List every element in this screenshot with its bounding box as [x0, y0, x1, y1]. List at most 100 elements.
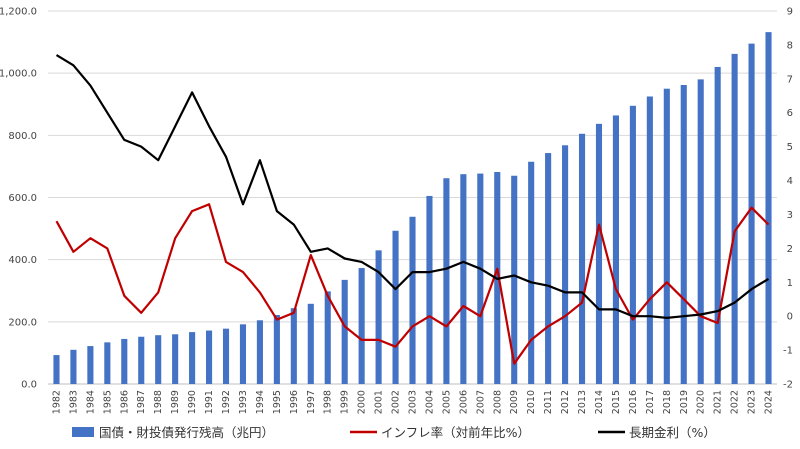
x-tick-label: 1984	[85, 390, 96, 414]
legend-label-long-term-rate: 長期金利（%）	[629, 425, 716, 440]
right-tick-label: -1	[783, 346, 793, 357]
x-tick-label: 2014	[594, 390, 605, 414]
bar	[155, 335, 162, 384]
bar	[646, 96, 653, 385]
legend-label-inflation: インフレ率（対前年比%）	[381, 425, 530, 440]
x-tick-label: 1999	[340, 390, 351, 414]
left-tick-label: 1,000.0	[0, 69, 37, 80]
right-tick-label: 4	[787, 176, 793, 187]
right-tick-label: 9	[787, 7, 793, 18]
x-tick-label: 2022	[730, 390, 741, 414]
bar	[307, 303, 314, 384]
right-tick-label: 2	[787, 244, 793, 255]
left-axis-ticks: 0.0 200.0 400.0 600.0 800.0 1,000.0 1,200.0	[0, 7, 37, 391]
right-tick-label: 5	[787, 142, 793, 153]
bar	[765, 32, 772, 385]
x-tick-label: 2009	[509, 390, 520, 414]
x-tick-label: 2013	[577, 390, 588, 414]
bar	[239, 324, 247, 384]
bar	[53, 355, 60, 384]
x-tick-label: 1991	[204, 390, 215, 414]
bar	[612, 115, 619, 384]
bar	[680, 84, 687, 384]
bar	[138, 336, 145, 384]
right-tick-label: 3	[787, 210, 793, 221]
bar	[545, 153, 552, 384]
x-tick-label: 2019	[679, 390, 690, 414]
right-axis-ticks: -2 -1 0 1 2 3 4 5 6 7 8 9	[783, 7, 793, 391]
bar	[87, 346, 94, 384]
line-series	[55, 54, 770, 365]
x-tick-label: 2015	[611, 390, 622, 414]
x-tick-label: 2021	[713, 390, 724, 414]
bar	[409, 216, 416, 384]
x-tick-label: 2005	[441, 390, 452, 414]
bar	[341, 279, 348, 384]
right-tick-label: 0	[787, 312, 793, 323]
bar	[358, 268, 365, 384]
bar	[104, 342, 111, 384]
x-tick-label: 2011	[543, 390, 554, 414]
left-tick-label: 0.0	[21, 380, 37, 391]
x-tick-label: 2007	[475, 390, 486, 414]
x-tick-label: 1988	[153, 390, 164, 414]
bar	[578, 133, 586, 384]
x-tick-label: 1985	[102, 390, 113, 414]
series-line	[55, 54, 770, 319]
bar	[189, 332, 196, 384]
x-tick-label: 1997	[306, 390, 317, 414]
bar	[460, 174, 467, 384]
x-tick-label: 2023	[747, 390, 758, 414]
bar	[392, 230, 399, 384]
bar	[477, 173, 484, 384]
left-tick-label: 1,200.0	[0, 7, 37, 18]
x-tick-label: 1995	[272, 390, 283, 414]
bar	[748, 43, 755, 384]
legend-swatch-bond-balance	[72, 427, 94, 437]
left-tick-label: 200.0	[8, 317, 37, 328]
x-tick-label: 2003	[408, 390, 419, 414]
bar	[511, 175, 518, 384]
x-tick-label: 2010	[526, 390, 537, 414]
bar	[121, 338, 128, 384]
x-tick-label: 1982	[51, 390, 62, 414]
bar	[273, 314, 280, 384]
right-tick-label: -2	[783, 380, 793, 391]
x-tick-label: 1983	[68, 390, 79, 414]
bar	[222, 328, 230, 384]
x-tick-label: 1998	[323, 390, 334, 414]
bar	[324, 291, 331, 384]
bar	[172, 334, 179, 384]
x-tick-label: 1990	[187, 390, 198, 414]
x-tick-label: 1993	[238, 390, 249, 414]
bar	[731, 53, 738, 385]
legend-label-bond-balance: 国債・財投債発行残高（兆円）	[99, 425, 274, 440]
x-tick-label: 2000	[357, 390, 368, 414]
right-tick-label: 7	[787, 74, 793, 85]
right-tick-label: 8	[787, 40, 793, 51]
bar	[256, 320, 263, 384]
bar	[70, 349, 77, 384]
x-tick-label: 2020	[696, 390, 707, 414]
x-axis-ticks: 1982 1983 1984 1985 1986 1987 1988 1989 1990 1991…	[51, 390, 774, 414]
x-tick-label: 1986	[119, 390, 130, 414]
bar	[595, 123, 603, 385]
x-tick-label: 2017	[645, 390, 656, 414]
bar-series	[53, 32, 772, 385]
right-tick-label: 1	[787, 278, 793, 289]
left-tick-label: 800.0	[8, 131, 37, 142]
x-tick-label: 2024	[764, 390, 775, 414]
bar	[629, 105, 636, 384]
x-tick-label: 2012	[560, 390, 571, 414]
bar	[714, 66, 721, 384]
bar	[290, 308, 297, 384]
bar	[375, 250, 382, 384]
bar	[443, 178, 450, 384]
bar	[528, 161, 535, 384]
bar	[663, 88, 670, 384]
right-tick-label: 6	[787, 108, 793, 119]
legend: 国債・財投債発行残高（兆円） インフレ率（対前年比%） 長期金利（%）	[72, 425, 716, 440]
x-tick-label: 2004	[424, 390, 435, 414]
x-tick-label: 2002	[391, 390, 402, 414]
